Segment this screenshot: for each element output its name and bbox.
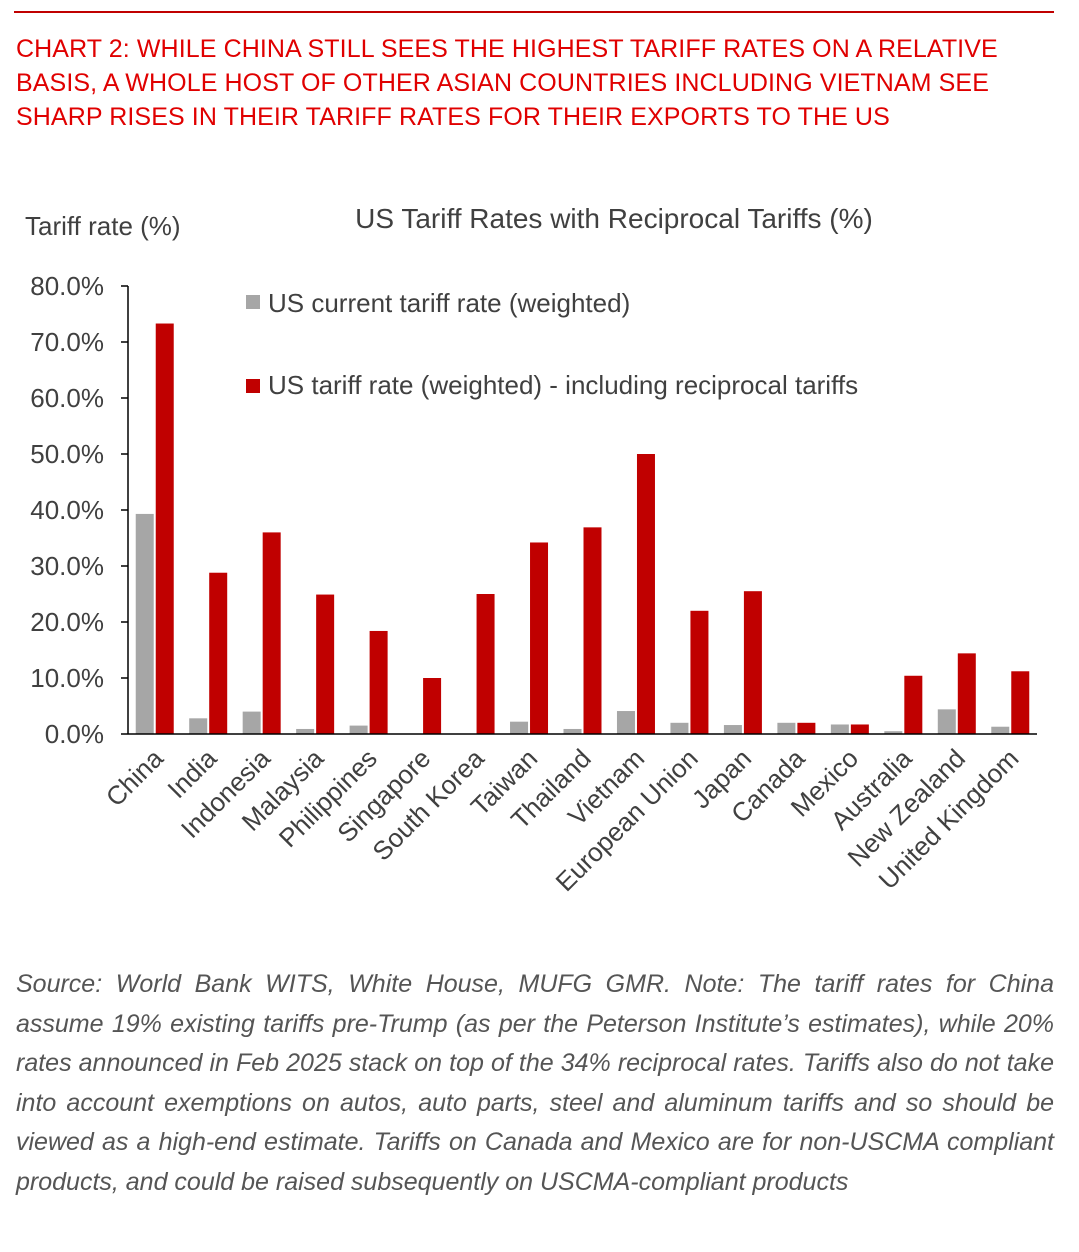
bar-current [616,711,635,734]
y-axis-ticks: 0.0% 10.0% 20.0% 30.0% 40.0% 50.0% 60.0% 70.0% 8… [30,271,128,749]
bar-reciprocal [583,527,602,734]
bar-current [777,722,796,734]
source-note: Source: World Bank WITS, White House, MU… [16,970,1054,1196]
y-tick-label: 80.0% [30,271,104,301]
legend: US current tariff rate (weighted) US tar… [246,288,858,400]
y-tick-label: 20.0% [30,607,104,637]
bar-current [135,513,154,734]
y-tick-label: 40.0% [30,495,104,525]
bar-current [189,718,208,734]
bar-reciprocal [262,532,281,734]
bar-current [670,722,689,734]
bar-reciprocal [209,572,228,734]
bar-reciprocal [1011,671,1030,734]
bar-current [884,731,903,734]
bars-current-series [135,513,1010,734]
legend-swatch-reciprocal [246,379,260,393]
bar-current [296,728,315,734]
bar-reciprocal [743,591,762,734]
bar-reciprocal [476,594,495,734]
chart-heading: CHART 2: WHILE CHINA STILL SEES THE HIGH… [16,35,998,131]
bar-reciprocal [316,594,335,734]
bar-reciprocal [636,454,655,734]
bar-reciprocal [369,630,388,734]
chart-title: US Tariff Rates with Reciprocal Tariffs … [355,203,873,234]
bar-reciprocal [530,542,549,734]
bar-reciprocal [423,678,442,734]
y-tick-label: 30.0% [30,551,104,581]
x-tick-label: China [100,743,170,813]
bar-reciprocal [797,722,816,734]
bar-current [830,724,849,734]
chart-area: Tariff rate (%) US Tariff Rates with Rec… [0,175,1079,950]
bar-current [991,726,1010,734]
legend-swatch-current [246,295,260,309]
bar-current [563,728,582,734]
y-axis-label: Tariff rate (%) [25,211,181,241]
y-tick-label: 0.0% [45,719,104,749]
y-tick-label: 60.0% [30,383,104,413]
bar-reciprocal [155,323,174,734]
y-tick-label: 50.0% [30,439,104,469]
bar-reciprocal [850,724,869,734]
legend-label-current: US current tariff rate (weighted) [268,288,630,318]
x-axis-labels: ChinaIndiaIndonesiaMalaysiaPhilippinesSi… [100,743,1025,897]
bar-reciprocal [957,653,976,734]
bar-reciprocal [904,675,923,734]
bar-current [723,725,742,734]
bar-current [349,725,368,734]
y-tick-label: 70.0% [30,327,104,357]
top-rule [14,11,1054,13]
bars-reciprocal-series [155,323,1030,734]
bar-chart: Tariff rate (%) US Tariff Rates with Rec… [25,203,1037,897]
y-tick-label: 10.0% [30,663,104,693]
legend-label-reciprocal: US tariff rate (weighted) - including re… [268,370,858,400]
bar-current [937,709,956,734]
bar-reciprocal [690,610,709,734]
bar-current [510,721,529,734]
bar-current [242,711,261,734]
